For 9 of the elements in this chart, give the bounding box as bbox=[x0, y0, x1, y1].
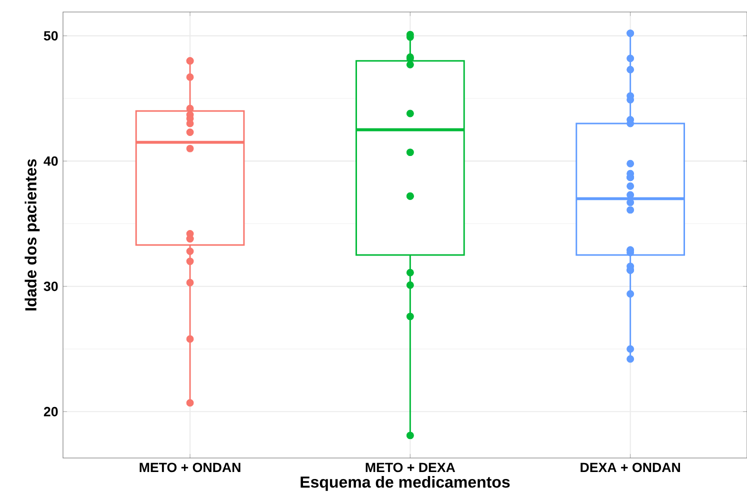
x-tick-label: METO + ONDAN bbox=[140, 462, 240, 472]
x-tick-label: METO + DEXA bbox=[366, 462, 456, 472]
y-axis-title: Idade dos pacientes bbox=[24, 159, 40, 310]
x-tick-label: DEXA + ONDAN bbox=[580, 462, 680, 472]
y-tick-label: 40 bbox=[44, 156, 58, 166]
x-axis-title: Esquema de medicamentos bbox=[300, 476, 510, 491]
y-tick-label: 20 bbox=[44, 406, 58, 416]
y-tick-label: 50 bbox=[44, 31, 58, 41]
y-tick-label: 30 bbox=[44, 282, 58, 292]
